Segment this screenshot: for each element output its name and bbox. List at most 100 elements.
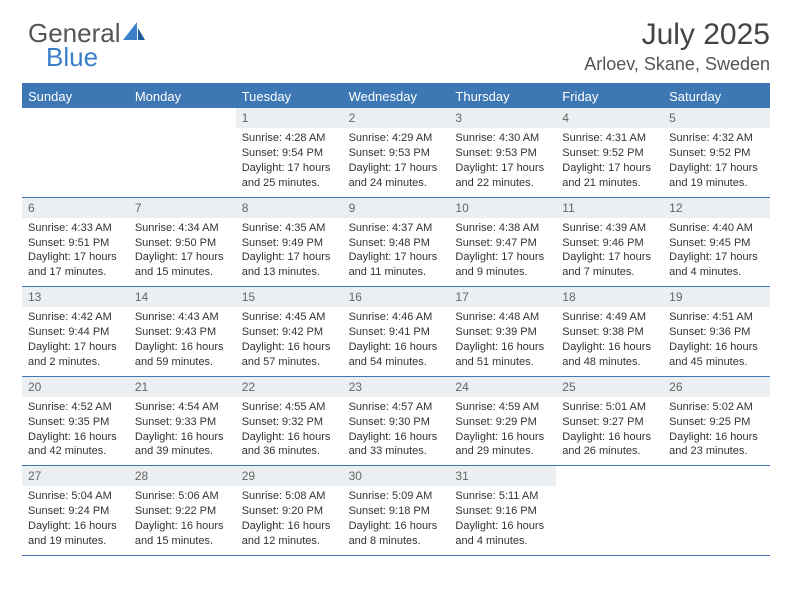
day-details: Sunrise: 4:31 AMSunset: 9:52 PMDaylight:… — [556, 131, 663, 190]
weekday-label: Thursday — [449, 85, 556, 108]
sunset-line: Sunset: 9:48 PM — [349, 236, 444, 251]
day-number: 7 — [129, 198, 236, 218]
day-number: 20 — [22, 377, 129, 397]
calendar-day-cell: . — [129, 108, 236, 197]
brand-logo: General Blue — [28, 18, 145, 49]
daylight-line: Daylight: 16 hours and 8 minutes. — [349, 519, 444, 549]
sunrise-line: Sunrise: 4:59 AM — [455, 400, 550, 415]
daylight-line: Daylight: 17 hours and 24 minutes. — [349, 161, 444, 191]
daylight-line: Daylight: 16 hours and 26 minutes. — [562, 430, 657, 460]
day-number: 30 — [343, 466, 450, 486]
day-details: Sunrise: 4:34 AMSunset: 9:50 PMDaylight:… — [129, 221, 236, 280]
calendar-day-cell: 27Sunrise: 5:04 AMSunset: 9:24 PMDayligh… — [22, 466, 129, 555]
daylight-line: Daylight: 17 hours and 7 minutes. — [562, 250, 657, 280]
weekday-label: Sunday — [22, 85, 129, 108]
day-details: Sunrise: 4:43 AMSunset: 9:43 PMDaylight:… — [129, 310, 236, 369]
calendar-day-cell: 20 Sunrise: 4:52 AMSunset: 9:35 PMDayligh… — [22, 377, 129, 466]
calendar-day-cell: 24Sunrise: 4:59 AMSunset: 9:29 PMDayligh… — [449, 377, 556, 466]
day-details: Sunrise: 4:33 AMSunset: 9:51 PMDaylight:… — [22, 221, 129, 280]
sunset-line: Sunset: 9:27 PM — [562, 415, 657, 430]
weekday-label: Friday — [556, 85, 663, 108]
day-number: 18 — [556, 287, 663, 307]
day-details: Sunrise: 4:55 AMSunset: 9:32 PMDaylight:… — [236, 400, 343, 459]
daylight-line: Daylight: 16 hours and 23 minutes. — [669, 430, 764, 460]
daylight-line: Daylight: 16 hours and 39 minutes. — [135, 430, 230, 460]
calendar-day-cell: 10 Sunrise: 4:38 AMSunset: 9:47 PMDayligh… — [449, 198, 556, 287]
weekday-header-row: Sunday Monday Tuesday Wednesday Thursday… — [22, 85, 770, 108]
sunrise-line: Sunrise: 4:46 AM — [349, 310, 444, 325]
calendar-day-cell: . — [663, 466, 770, 555]
day-number: 19 — [663, 287, 770, 307]
sunrise-line: Sunrise: 4:55 AM — [242, 400, 337, 415]
calendar-week-row: 20 Sunrise: 4:52 AMSunset: 9:35 PMDayligh… — [22, 377, 770, 467]
day-details: Sunrise: 4:28 AMSunset: 9:54 PMDaylight:… — [236, 131, 343, 190]
day-number: 5 — [663, 108, 770, 128]
day-details: Sunrise: 4:38 AMSunset: 9:47 PMDaylight:… — [449, 221, 556, 280]
sunrise-line: Sunrise: 4:57 AM — [349, 400, 444, 415]
daylight-line: Daylight: 16 hours and 4 minutes. — [455, 519, 550, 549]
sunset-line: Sunset: 9:47 PM — [455, 236, 550, 251]
day-number: 12 — [663, 198, 770, 218]
sunrise-line: Sunrise: 4:52 AM — [28, 400, 123, 415]
sunrise-line: Sunrise: 4:29 AM — [349, 131, 444, 146]
day-details: Sunrise: 4:30 AMSunset: 9:53 PMDaylight:… — [449, 131, 556, 190]
calendar-day-cell: 30 Sunrise: 5:09 AMSunset: 9:18 PMDayligh… — [343, 466, 450, 555]
calendar-day-cell: 6 Sunrise: 4:33 AMSunset: 9:51 PMDaylight… — [22, 198, 129, 287]
day-number: 11 — [556, 198, 663, 218]
calendar-day-cell: 3 Sunrise: 4:30 AMSunset: 9:53 PMDaylight… — [449, 108, 556, 197]
day-number: 13 — [22, 287, 129, 307]
day-details: Sunrise: 4:51 AMSunset: 9:36 PMDaylight:… — [663, 310, 770, 369]
day-number: 1 — [236, 108, 343, 128]
calendar-week-row: 6 Sunrise: 4:33 AMSunset: 9:51 PMDaylight… — [22, 198, 770, 288]
calendar-day-cell: 31Sunrise: 5:11 AMSunset: 9:16 PMDayligh… — [449, 466, 556, 555]
sunrise-line: Sunrise: 4:48 AM — [455, 310, 550, 325]
day-details: Sunrise: 4:52 AMSunset: 9:35 PMDaylight:… — [22, 400, 129, 459]
sunset-line: Sunset: 9:39 PM — [455, 325, 550, 340]
sunrise-line: Sunrise: 4:54 AM — [135, 400, 230, 415]
sunset-line: Sunset: 9:38 PM — [562, 325, 657, 340]
daylight-line: Daylight: 17 hours and 2 minutes. — [28, 340, 123, 370]
sunrise-line: Sunrise: 4:35 AM — [242, 221, 337, 236]
day-number: 9 — [343, 198, 450, 218]
day-details: Sunrise: 4:29 AMSunset: 9:53 PMDaylight:… — [343, 131, 450, 190]
day-number: 16 — [343, 287, 450, 307]
day-details: Sunrise: 4:46 AMSunset: 9:41 PMDaylight:… — [343, 310, 450, 369]
calendar-day-cell: 15Sunrise: 4:45 AMSunset: 9:42 PMDayligh… — [236, 287, 343, 376]
day-number: 15 — [236, 287, 343, 307]
day-number: 29 — [236, 466, 343, 486]
calendar-day-cell: 29 Sunrise: 5:08 AMSunset: 9:20 PMDayligh… — [236, 466, 343, 555]
calendar-day-cell: 12Sunrise: 4:40 AMSunset: 9:45 PMDayligh… — [663, 198, 770, 287]
sunset-line: Sunset: 9:53 PM — [455, 146, 550, 161]
sunrise-line: Sunrise: 5:11 AM — [455, 489, 550, 504]
day-details: Sunrise: 4:48 AMSunset: 9:39 PMDaylight:… — [449, 310, 556, 369]
day-number: 10 — [449, 198, 556, 218]
sunset-line: Sunset: 9:32 PM — [242, 415, 337, 430]
calendar-day-cell: 19 Sunrise: 4:51 AMSunset: 9:36 PMDayligh… — [663, 287, 770, 376]
day-details: Sunrise: 5:08 AMSunset: 9:20 PMDaylight:… — [236, 489, 343, 548]
daylight-line: Daylight: 16 hours and 19 minutes. — [28, 519, 123, 549]
weekday-label: Saturday — [663, 85, 770, 108]
day-number: 26 — [663, 377, 770, 397]
sunrise-line: Sunrise: 5:09 AM — [349, 489, 444, 504]
sunrise-line: Sunrise: 5:08 AM — [242, 489, 337, 504]
sunrise-line: Sunrise: 4:33 AM — [28, 221, 123, 236]
calendar-day-cell: 8Sunrise: 4:35 AMSunset: 9:49 PMDaylight… — [236, 198, 343, 287]
sunrise-line: Sunrise: 4:28 AM — [242, 131, 337, 146]
calendar-day-cell: 4Sunrise: 4:31 AMSunset: 9:52 PMDaylight… — [556, 108, 663, 197]
day-number: 17 — [449, 287, 556, 307]
daylight-line: Daylight: 16 hours and 45 minutes. — [669, 340, 764, 370]
daylight-line: Daylight: 17 hours and 25 minutes. — [242, 161, 337, 191]
daylight-line: Daylight: 16 hours and 15 minutes. — [135, 519, 230, 549]
sunset-line: Sunset: 9:53 PM — [349, 146, 444, 161]
day-number: 6 — [22, 198, 129, 218]
sunset-line: Sunset: 9:18 PM — [349, 504, 444, 519]
daylight-line: Daylight: 16 hours and 57 minutes. — [242, 340, 337, 370]
day-number: 27 — [22, 466, 129, 486]
sunset-line: Sunset: 9:25 PM — [669, 415, 764, 430]
day-details: Sunrise: 4:49 AMSunset: 9:38 PMDaylight:… — [556, 310, 663, 369]
day-number: 3 — [449, 108, 556, 128]
sunrise-line: Sunrise: 4:51 AM — [669, 310, 764, 325]
calendar: Sunday Monday Tuesday Wednesday Thursday… — [22, 83, 770, 556]
sunrise-line: Sunrise: 4:32 AM — [669, 131, 764, 146]
sunset-line: Sunset: 9:45 PM — [669, 236, 764, 251]
